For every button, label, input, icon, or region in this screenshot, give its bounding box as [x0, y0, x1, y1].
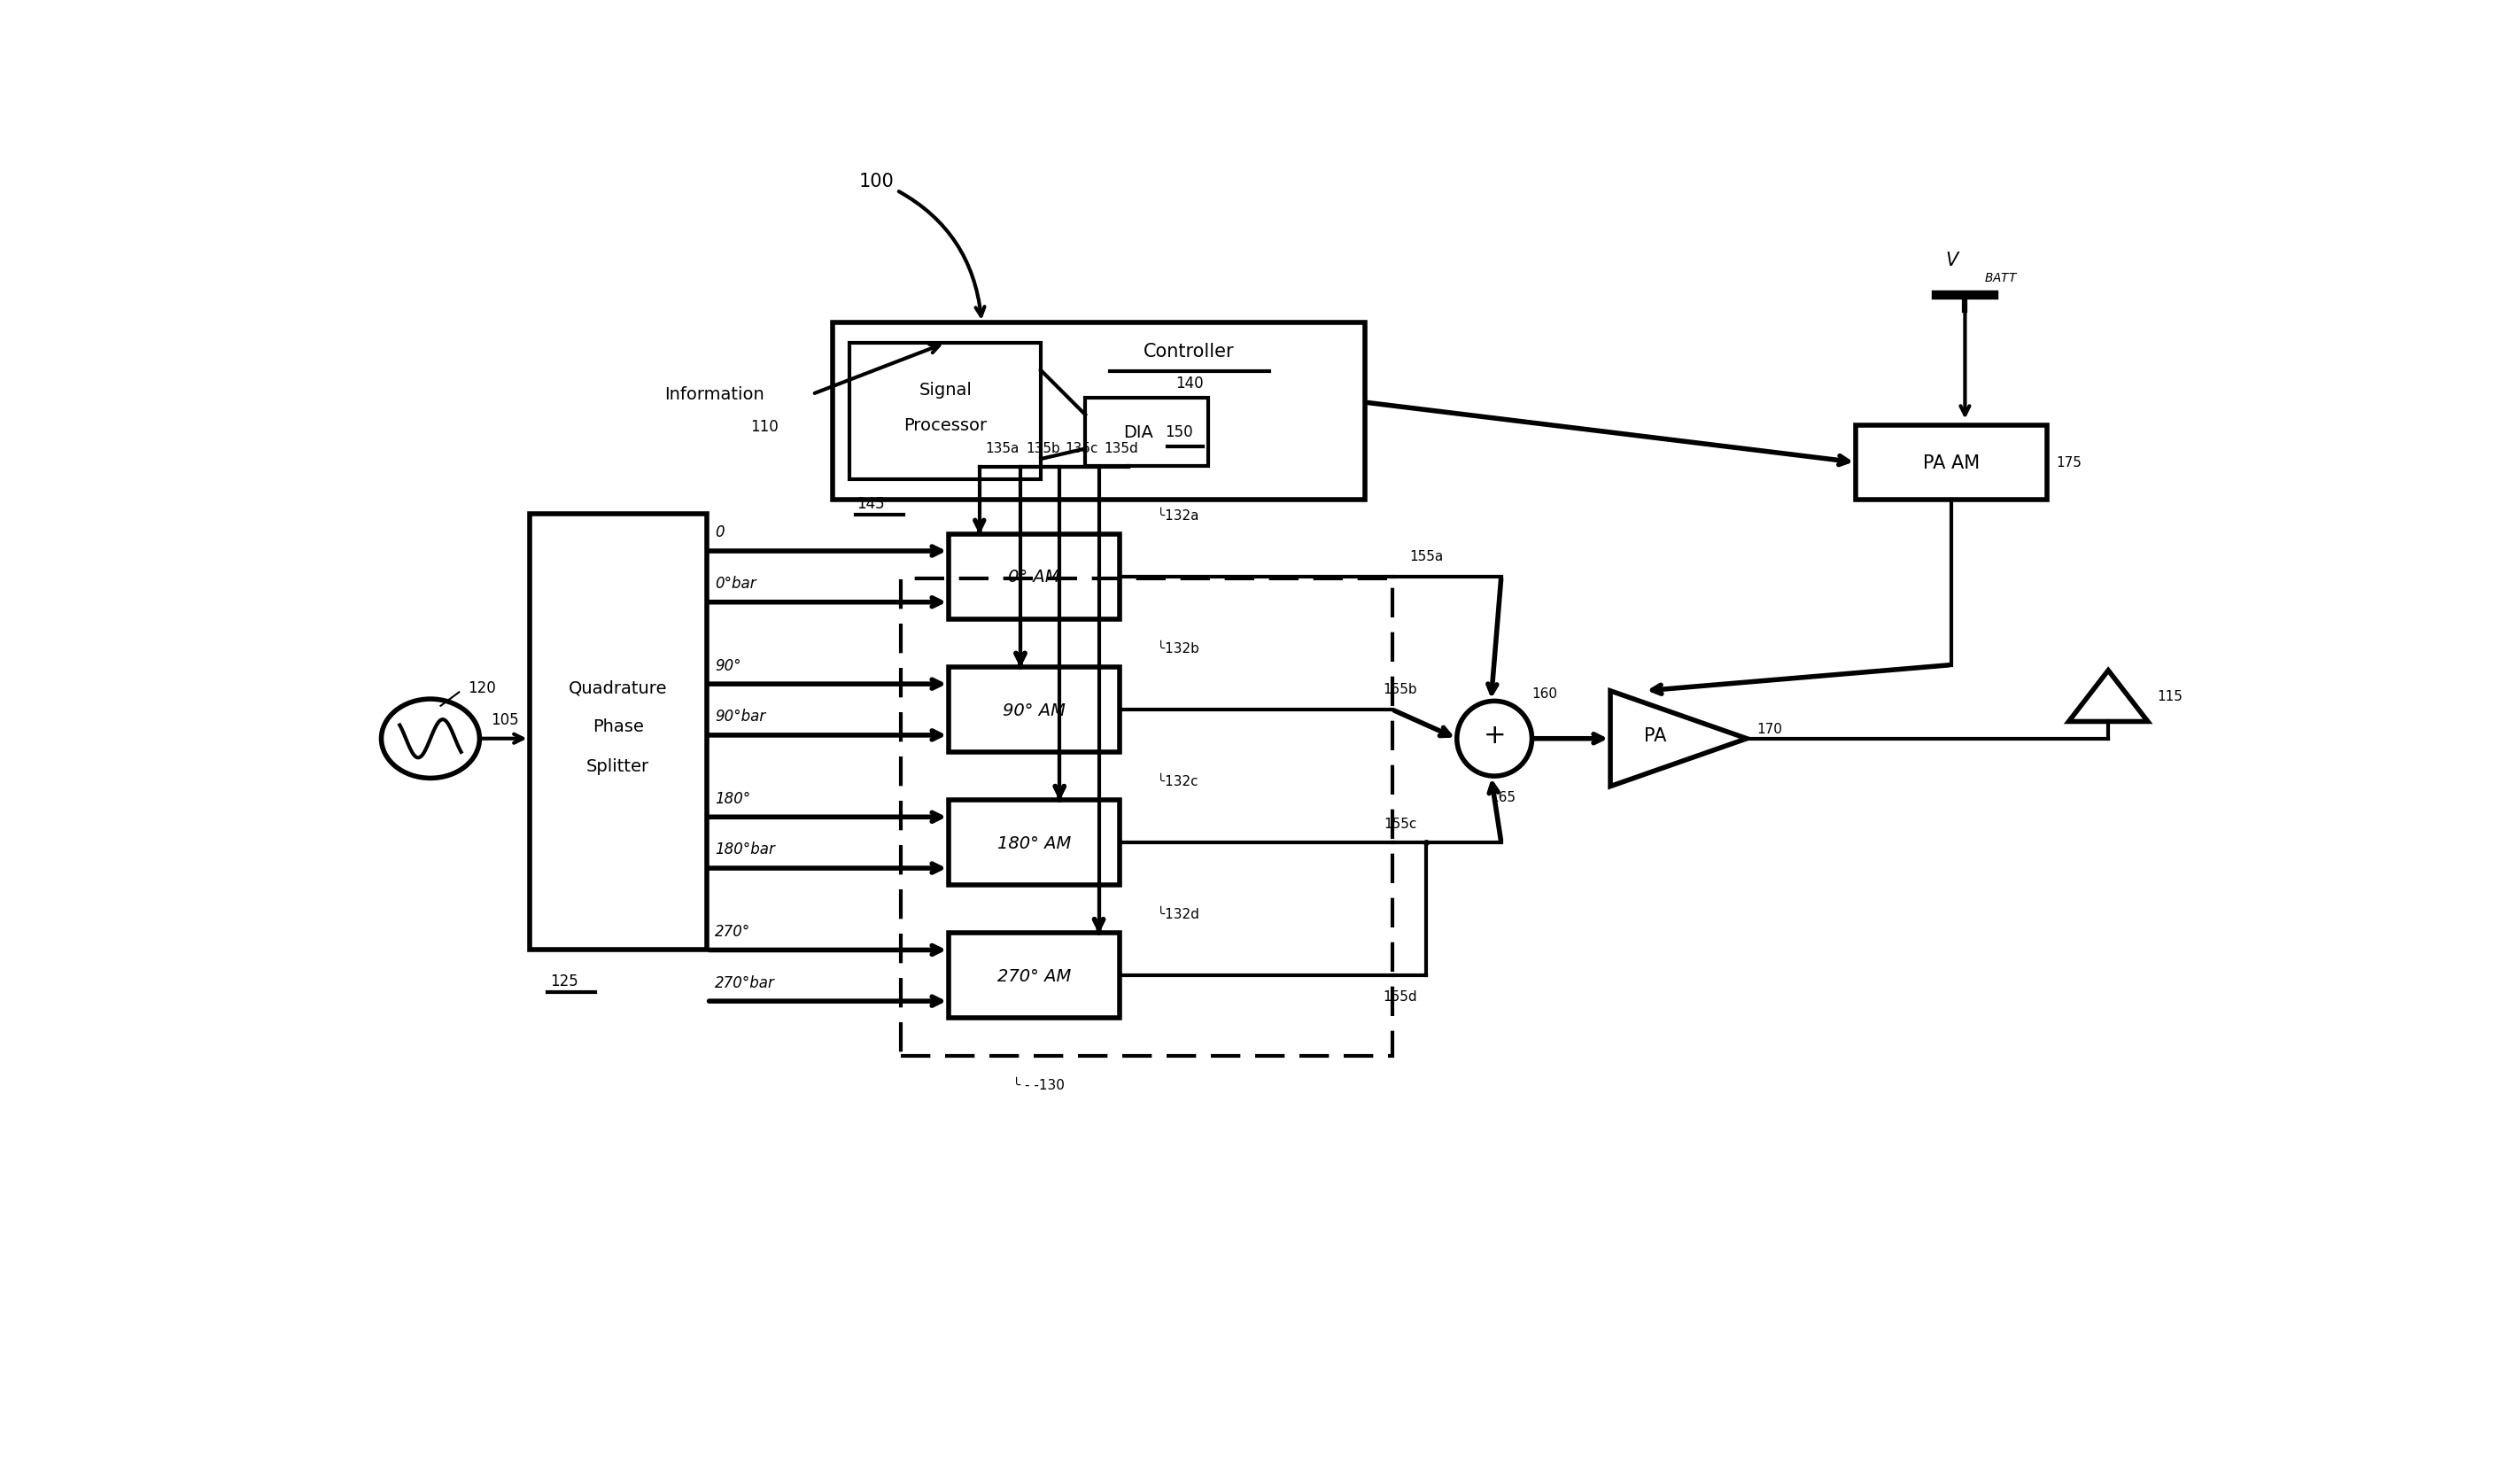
Text: 175: 175	[2056, 456, 2082, 469]
Text: 90°bar: 90°bar	[716, 708, 766, 724]
Text: Phase: Phase	[592, 718, 643, 734]
Text: 110: 110	[751, 419, 779, 435]
Text: Signal: Signal	[920, 381, 973, 399]
Bar	[948, 800, 1119, 885]
Bar	[948, 667, 1119, 752]
Text: 270° AM: 270° AM	[998, 968, 1071, 984]
Text: 0° AM: 0° AM	[1008, 569, 1061, 585]
Text: 170: 170	[1756, 723, 1782, 736]
Polygon shape	[2069, 671, 2147, 721]
Text: Processor: Processor	[905, 416, 988, 434]
Text: 155d: 155d	[1383, 990, 1416, 1003]
Bar	[849, 343, 1041, 479]
Text: 135b: 135b	[1026, 441, 1061, 456]
Text: Splitter: Splitter	[587, 758, 650, 774]
Text: 270°bar: 270°bar	[716, 975, 776, 991]
Text: PA AM: PA AM	[1923, 454, 1981, 472]
Text: 0: 0	[716, 525, 723, 541]
Text: 160: 160	[1532, 686, 1557, 699]
Bar	[902, 579, 1391, 1056]
Text: 155a: 155a	[1409, 550, 1444, 563]
Text: 155b: 155b	[1383, 683, 1416, 696]
Text: 115: 115	[2157, 689, 2182, 702]
Text: PA: PA	[1643, 727, 1666, 745]
Text: Quadrature: Quadrature	[570, 679, 668, 696]
Bar	[832, 323, 1366, 500]
Text: 125: 125	[549, 973, 577, 990]
Text: ╰132b: ╰132b	[1157, 642, 1200, 655]
Text: 270°: 270°	[716, 924, 751, 940]
Text: DIA: DIA	[1124, 424, 1154, 441]
Text: 135a: 135a	[985, 441, 1018, 456]
Bar	[948, 535, 1119, 620]
Text: Information: Information	[665, 387, 764, 403]
Text: 0°bar: 0°bar	[716, 576, 756, 591]
Text: 150: 150	[1164, 424, 1194, 440]
Polygon shape	[1610, 692, 1746, 787]
Text: 145: 145	[857, 496, 885, 512]
Text: 155c: 155c	[1383, 817, 1416, 830]
Text: 140: 140	[1174, 375, 1202, 391]
Bar	[1855, 425, 2046, 500]
Text: $V$: $V$	[1945, 252, 1961, 270]
Bar	[948, 934, 1119, 1019]
Text: Controller: Controller	[1144, 343, 1235, 361]
Text: ╰ - -130: ╰ - -130	[1013, 1078, 1063, 1091]
Text: 135d: 135d	[1104, 441, 1139, 456]
Text: ╰132c: ╰132c	[1157, 774, 1197, 787]
Ellipse shape	[381, 699, 479, 778]
Circle shape	[1457, 701, 1532, 777]
Text: 120: 120	[469, 680, 496, 696]
Text: 90°: 90°	[716, 657, 741, 673]
Text: 180° AM: 180° AM	[998, 834, 1071, 852]
Text: 180°bar: 180°bar	[716, 841, 776, 858]
Text: 165: 165	[1489, 790, 1515, 803]
Text: 105: 105	[491, 712, 519, 727]
Text: 135c: 135c	[1066, 441, 1099, 456]
Bar	[529, 515, 706, 950]
Text: ╰132a: ╰132a	[1157, 509, 1200, 522]
Text: +: +	[1484, 723, 1507, 748]
Bar	[1086, 399, 1207, 466]
Text: 100: 100	[859, 173, 985, 317]
Text: 180°: 180°	[716, 790, 751, 806]
Text: ╰132d: ╰132d	[1157, 907, 1200, 921]
Text: $_{BATT}$: $_{BATT}$	[1983, 267, 2019, 284]
Text: 90° AM: 90° AM	[1003, 702, 1066, 718]
